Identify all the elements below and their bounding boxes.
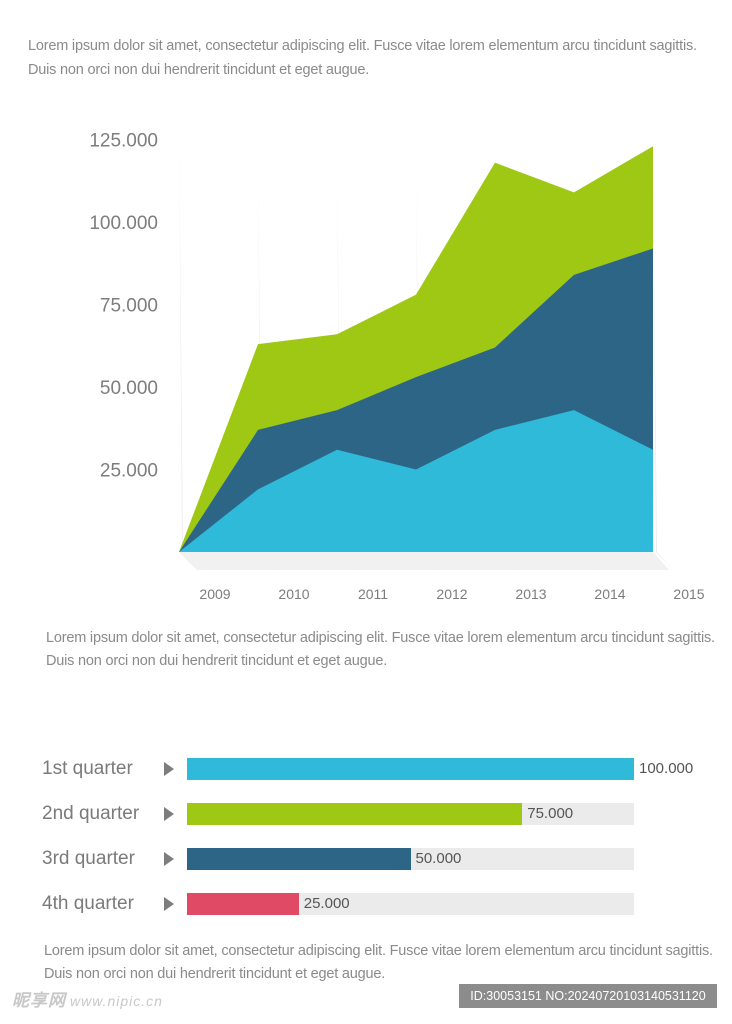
watermark-text: 昵享网: [12, 991, 66, 1010]
middle-paragraph: Lorem ipsum dolor sit amet, consectetur …: [46, 630, 715, 669]
bottom-paragraph: Lorem ipsum dolor sit amet, consectetur …: [44, 943, 713, 982]
bar-track: [187, 803, 634, 825]
image-id-badge: ID:30053151 NO:20240720103140531120: [459, 984, 717, 1008]
arrow-right-icon: [164, 807, 174, 821]
x-tick-label: 2011: [358, 586, 388, 602]
bar-track: [187, 758, 634, 780]
bar-track: [187, 893, 634, 915]
x-tick-label: 2014: [594, 586, 625, 602]
y-tick-label: 75.000: [100, 296, 158, 317]
bar-row: 2nd quarter 75.000: [0, 801, 732, 827]
x-tick-label: 2010: [278, 586, 309, 602]
shadow-fin-2015: [653, 155, 677, 574]
bar-fill: [187, 893, 299, 915]
bar-category-label: 3rd quarter: [42, 848, 135, 869]
x-tick-label: 2013: [515, 586, 546, 602]
footer-bar: 昵享网 www.nipic.cn ID:30053151 NO:202407201…: [0, 984, 732, 1012]
bar-value-label: 50.000: [415, 850, 462, 867]
bar-fill: [187, 848, 411, 870]
arrow-right-icon: [164, 762, 174, 776]
bar-fill: [187, 803, 523, 825]
bar-value-label: 25.000: [303, 895, 350, 912]
watermark-logo: 昵享网 www.nipic.cn: [12, 986, 163, 1011]
watermark-url: www.nipic.cn: [70, 993, 163, 1009]
chart-area-layer: [179, 146, 653, 553]
x-tick-label: 2009: [199, 586, 230, 602]
bar-row: 1st quarter 100.000: [0, 756, 732, 782]
chart-floor-shadow: [179, 552, 669, 570]
y-axis-ticks: 25.000 50.000 75.000 100.000 125.000: [89, 131, 158, 482]
bar-category-label: 1st quarter: [42, 758, 133, 779]
x-axis-ticks: 2009 2010 2011 2012 2013 2014 2015: [199, 586, 704, 602]
bar-value-label: 75.000: [527, 805, 574, 822]
x-tick-label: 2012: [436, 586, 467, 602]
arrow-right-icon: [164, 897, 174, 911]
y-tick-label: 50.000: [100, 378, 158, 399]
arrow-right-icon: [164, 852, 174, 866]
bar-row: 3rd quarter 50.000: [0, 846, 732, 872]
bar-category-label: 2nd quarter: [42, 803, 140, 824]
y-tick-label: 25.000: [100, 461, 158, 482]
bar-track: [187, 848, 634, 870]
bar-row: 4th quarter 25.000: [0, 891, 732, 917]
bar-value-label: 100.000: [639, 760, 694, 777]
stacked-area-chart: 25.000 50.000 75.000 100.000 125.000 2009 201…: [89, 118, 705, 602]
bar-fill: [187, 758, 634, 780]
x-tick-label: 2015: [673, 586, 704, 602]
y-tick-label: 125.000: [89, 131, 158, 152]
y-tick-label: 100.000: [89, 213, 158, 234]
intro-paragraph: Lorem ipsum dolor sit amet, consectetur …: [28, 38, 697, 78]
area-series-1: [179, 410, 653, 552]
bar-category-label: 4th quarter: [42, 893, 134, 914]
chart-shadow-layer: [179, 118, 677, 574]
